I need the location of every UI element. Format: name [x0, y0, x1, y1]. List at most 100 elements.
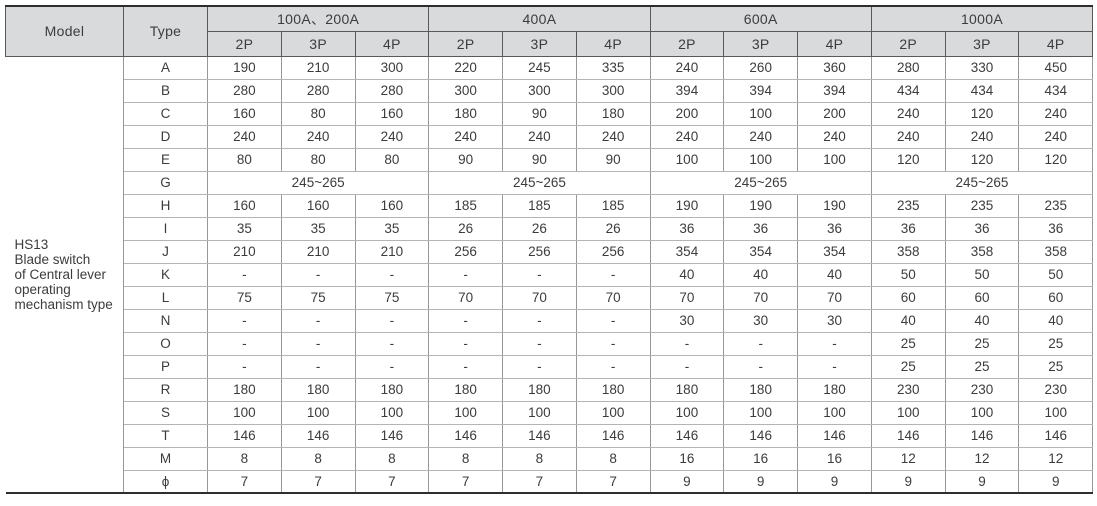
value-cell: -	[428, 308, 504, 333]
value-cell: 146	[354, 423, 430, 448]
value-cell: 180	[207, 377, 282, 402]
merged-value-cell: 245~265	[206, 170, 430, 195]
value-cell: -	[280, 331, 356, 356]
model-line: of Central lever	[14, 266, 107, 282]
value-cell: 358	[1018, 239, 1094, 264]
value-cell: 180	[575, 377, 651, 402]
value-cell: 280	[280, 78, 356, 103]
model-line: mechanism type	[14, 296, 113, 312]
value-cell: 100	[502, 400, 577, 425]
value-cell: -	[207, 262, 282, 287]
table-row: S 100 100 100 100 100 100 100 100 100 100 100 100	[6, 400, 1094, 425]
type-cell: B	[123, 78, 208, 103]
value-cell: 185	[428, 193, 504, 218]
col-header-type: Type	[123, 5, 208, 57]
table-row: M 8 8 8 8 8 8 16 16 16 12 12 12	[6, 446, 1094, 471]
value-cell: 146	[944, 423, 1020, 448]
value-cell: 146	[1018, 423, 1094, 448]
value-cell: 40	[723, 262, 799, 287]
value-cell: -	[649, 354, 725, 379]
value-cell: 190	[797, 193, 872, 218]
value-cell: 9	[1018, 469, 1094, 494]
amp-group-header: 100A、200A	[206, 5, 430, 32]
value-cell: 50	[944, 262, 1020, 287]
value-cell: 12	[1018, 446, 1094, 471]
value-cell: -	[354, 262, 430, 287]
value-cell: 200	[797, 101, 872, 126]
value-cell: -	[723, 354, 799, 379]
value-cell: 100	[1018, 400, 1094, 425]
value-cell: -	[502, 354, 577, 379]
type-cell: K	[123, 262, 208, 287]
pole-header-row: 2P 3P 4P 2P 3P 4P 2P 3P 4P 2P 3P 4P	[6, 30, 1094, 57]
value-cell: 160	[354, 193, 430, 218]
type-cell: S	[123, 400, 208, 425]
value-cell: 9	[870, 469, 946, 494]
value-cell: 70	[797, 285, 872, 310]
value-cell: 8	[354, 446, 430, 471]
value-cell: 230	[1018, 377, 1094, 402]
value-cell: 256	[575, 239, 651, 264]
value-cell: 80	[354, 147, 430, 172]
pole-header: 4P	[575, 30, 651, 57]
value-cell: 210	[280, 239, 356, 264]
value-cell: -	[354, 331, 430, 356]
value-cell: 330	[944, 55, 1020, 80]
table-row: P - - - - - - - - -25 25 25	[6, 354, 1094, 379]
value-cell: 280	[207, 78, 282, 103]
value-cell: 235	[870, 193, 946, 218]
value-cell: 100	[944, 400, 1020, 425]
value-cell: -	[354, 308, 430, 333]
value-cell: 190	[207, 55, 282, 80]
value-cell: 70	[428, 285, 504, 310]
value-cell: 100	[797, 400, 872, 425]
value-cell: -	[207, 331, 282, 356]
type-cell: C	[123, 101, 208, 126]
amp-group-header-row: Model Type 100A、200A 400A 600A 1000A	[5, 5, 1094, 57]
value-cell: 7	[428, 469, 504, 494]
value-cell: 146	[649, 423, 725, 448]
value-cell: 40	[797, 262, 872, 287]
value-cell: 35	[207, 216, 282, 241]
value-cell: 220	[428, 55, 504, 80]
value-cell: -	[797, 331, 872, 356]
value-cell: 240	[502, 124, 577, 149]
value-cell: 60	[870, 285, 946, 310]
table-row: K - - - - - -40 40 40 50 50 50	[6, 262, 1094, 287]
value-cell: 160	[280, 193, 356, 218]
value-cell: 358	[944, 239, 1020, 264]
value-cell: 16	[649, 446, 725, 471]
table-row: G 245~265 245~265 245~265 245~265	[6, 170, 1094, 195]
pole-header: 3P	[280, 30, 356, 57]
value-cell: 8	[428, 446, 504, 471]
value-cell: 30	[797, 308, 872, 333]
value-cell: -	[797, 354, 872, 379]
pole-header: 3P	[723, 30, 799, 57]
value-cell: 354	[723, 239, 799, 264]
value-cell: 75	[354, 285, 430, 310]
type-cell: N	[123, 308, 208, 333]
value-cell: 50	[1018, 262, 1094, 287]
value-cell: 8	[502, 446, 577, 471]
value-cell: 12	[870, 446, 946, 471]
value-cell: 434	[870, 78, 946, 103]
col-header-model: Model	[5, 5, 124, 57]
type-cell: I	[123, 216, 208, 241]
table-row: N - - - - - -30 30 30 40 40 40	[6, 308, 1094, 333]
value-cell: 160	[207, 193, 282, 218]
table-row: HS13 Blade switch of Central lever operatin…	[5, 55, 1094, 493]
value-cell: 200	[649, 101, 725, 126]
value-cell: 180	[575, 101, 651, 126]
value-cell: 60	[1018, 285, 1094, 310]
value-cell: 120	[944, 101, 1020, 126]
value-cell: 260	[723, 55, 799, 80]
value-cell: 240	[797, 124, 872, 149]
value-cell: 36	[797, 216, 872, 241]
value-cell: 90	[428, 147, 504, 172]
value-cell: 7	[575, 469, 651, 494]
model-cell: HS13 Blade switch of Central lever operatin…	[5, 55, 124, 493]
value-cell: 100	[723, 400, 799, 425]
type-cell: D	[123, 124, 208, 149]
value-cell: -	[575, 308, 651, 333]
